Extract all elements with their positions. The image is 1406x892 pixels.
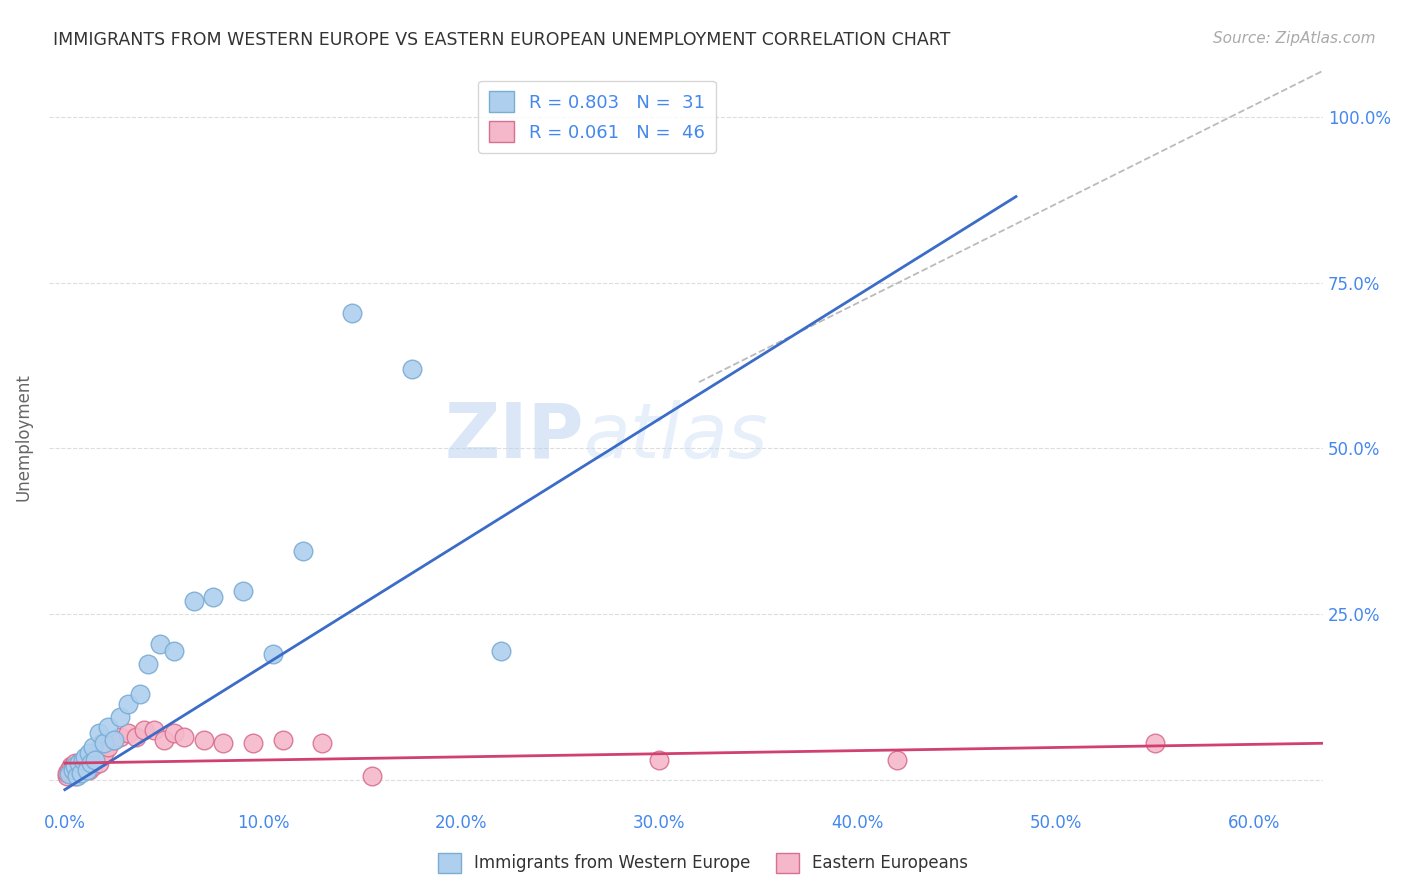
Legend: R = 0.803   N =  31, R = 0.061   N =  46: R = 0.803 N = 31, R = 0.061 N = 46 [478, 80, 716, 153]
Point [271, 733, 294, 747]
Point [163, 726, 186, 740]
Point [103, 733, 125, 747]
Point [82, 739, 104, 754]
Point [82, 759, 104, 773]
Point [262, 647, 284, 661]
Point [110, 710, 132, 724]
Point [173, 730, 195, 744]
Point [59, 759, 82, 773]
Point [63, 756, 86, 771]
Point [72, 759, 94, 773]
Point [62, 759, 84, 773]
Point [66, 759, 89, 773]
Text: IMMIGRANTS FROM WESTERN EUROPE VS EASTERN EUROPEAN UNEMPLOYMENT CORRELATION CHAR: IMMIGRANTS FROM WESTERN EUROPE VS EASTER… [53, 31, 950, 49]
Point [291, 544, 314, 558]
Point [77, 763, 100, 777]
Point [202, 591, 225, 605]
Point [340, 305, 363, 319]
Text: ZIP: ZIP [444, 400, 583, 474]
Point [97, 739, 120, 754]
Point [163, 643, 186, 657]
Point [143, 723, 166, 737]
Point [58, 763, 80, 777]
Point [93, 746, 115, 760]
Point [87, 726, 110, 740]
Point [79, 749, 101, 764]
Point [193, 733, 215, 747]
Point [401, 362, 423, 376]
Point [59, 766, 82, 780]
Point [69, 763, 91, 777]
Point [153, 733, 176, 747]
Point [73, 756, 96, 771]
Point [110, 730, 132, 744]
Point [67, 766, 90, 780]
Point [62, 763, 84, 777]
Point [311, 736, 333, 750]
Point [1143, 736, 1166, 750]
Point [93, 736, 115, 750]
Point [67, 756, 90, 771]
Point [489, 643, 512, 657]
Point [103, 733, 125, 747]
Text: atlas: atlas [583, 400, 769, 474]
Point [117, 726, 139, 740]
Point [79, 756, 101, 771]
Point [87, 756, 110, 771]
Point [886, 753, 908, 767]
Point [91, 736, 114, 750]
Point [66, 769, 89, 783]
Point [56, 766, 79, 780]
Point [69, 766, 91, 780]
Point [648, 753, 671, 767]
Point [212, 736, 235, 750]
Point [232, 583, 254, 598]
Point [361, 769, 384, 783]
Point [89, 749, 111, 764]
Point [83, 753, 105, 767]
Point [63, 759, 86, 773]
Point [242, 736, 264, 750]
Point [149, 637, 172, 651]
Point [117, 697, 139, 711]
Point [72, 753, 94, 767]
Point [86, 746, 108, 760]
Legend: Immigrants from Western Europe, Eastern Europeans: Immigrants from Western Europe, Eastern … [432, 847, 974, 880]
Point [58, 767, 80, 781]
Text: Source: ZipAtlas.com: Source: ZipAtlas.com [1212, 31, 1375, 46]
Point [63, 769, 86, 783]
Y-axis label: Unemployment: Unemployment [15, 373, 32, 500]
Point [97, 720, 120, 734]
Point [132, 723, 155, 737]
Point [77, 746, 100, 760]
Point [67, 756, 90, 771]
Point [83, 753, 105, 767]
Point [73, 749, 96, 764]
Point [125, 730, 148, 744]
Point [129, 687, 152, 701]
Point [183, 594, 205, 608]
Point [66, 763, 89, 777]
Point [76, 753, 98, 767]
Point [136, 657, 159, 671]
Point [76, 763, 98, 777]
Point [58, 766, 80, 780]
Point [62, 763, 84, 777]
Point [56, 769, 79, 783]
